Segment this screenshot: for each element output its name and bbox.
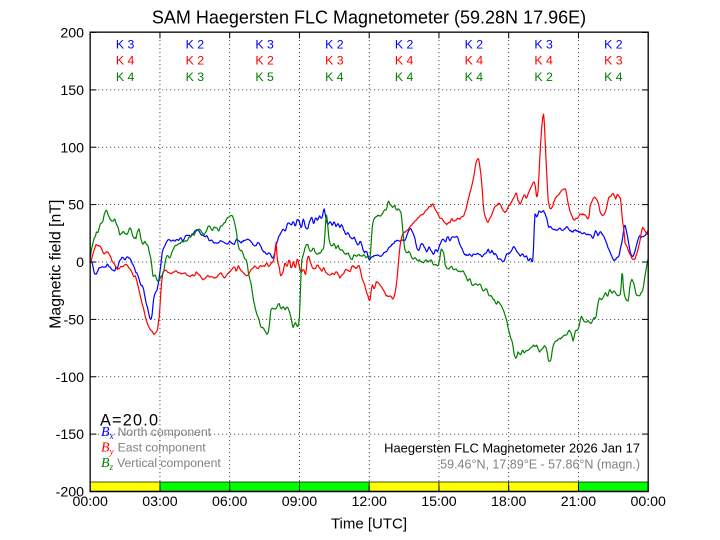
svg-text:-100: -100 [56,370,85,386]
svg-text:K 2: K 2 [534,70,553,84]
svg-text:K 3: K 3 [604,54,623,68]
svg-text:15:00: 15:00 [421,494,457,510]
svg-text:K 2: K 2 [395,38,414,52]
svg-text:K 3: K 3 [186,70,205,84]
svg-text:K 4: K 4 [604,70,623,84]
svg-text:K 4: K 4 [116,70,135,84]
svg-text:K 3: K 3 [255,38,274,52]
svg-text:0: 0 [76,255,84,271]
svg-text:K 2: K 2 [186,54,205,68]
svg-text:06:00: 06:00 [212,494,248,510]
svg-text:K 4: K 4 [395,54,414,68]
svg-text:Magnetic field [nT]: Magnetic field [nT] [48,200,65,329]
svg-text:-150: -150 [56,427,85,443]
svg-text:K 2: K 2 [255,54,274,68]
svg-text:K 2: K 2 [604,38,623,52]
svg-text:K 2: K 2 [325,38,344,52]
svg-text:K 2: K 2 [465,38,484,52]
svg-text:K 4: K 4 [534,54,553,68]
svg-text:K 3: K 3 [325,54,344,68]
svg-text:-200: -200 [56,485,85,501]
svg-text:200: 200 [60,26,84,42]
svg-text:Haegersten FLC Magnetometer 20: Haegersten FLC Magnetometer 2026 Jan 17 [384,441,640,456]
svg-text:09:00: 09:00 [282,494,318,510]
svg-text:K 3: K 3 [116,38,135,52]
svg-text:12:00: 12:00 [351,494,387,510]
svg-text:-50: -50 [63,312,84,328]
svg-text:00:00: 00:00 [630,494,666,510]
svg-text:K 3: K 3 [534,38,553,52]
svg-text:SAM Haegersten FLC Magnetomete: SAM Haegersten FLC Magnetometer (59.28N … [152,8,586,28]
svg-text:K 4: K 4 [325,70,344,84]
svg-text:K 4: K 4 [465,70,484,84]
svg-text:150: 150 [60,83,84,99]
svg-text:100: 100 [60,140,84,156]
svg-text:00:00: 00:00 [72,494,108,510]
svg-text:K 2: K 2 [186,38,205,52]
svg-text:21:00: 21:00 [561,494,597,510]
svg-text:Time [UTC]: Time [UTC] [331,516,407,533]
svg-text:K 4: K 4 [465,54,484,68]
svg-text:50: 50 [68,198,84,214]
svg-text:K 5: K 5 [255,70,274,84]
svg-text:59.46°N, 17.89°E - 57.86°N (ma: 59.46°N, 17.89°E - 57.86°N (magn.) [440,458,640,472]
svg-text:A=20.0: A=20.0 [100,412,159,430]
svg-text:03:00: 03:00 [142,494,178,510]
svg-text:K 4: K 4 [395,70,414,84]
svg-text:K 4: K 4 [116,54,135,68]
svg-text:18:00: 18:00 [491,494,527,510]
